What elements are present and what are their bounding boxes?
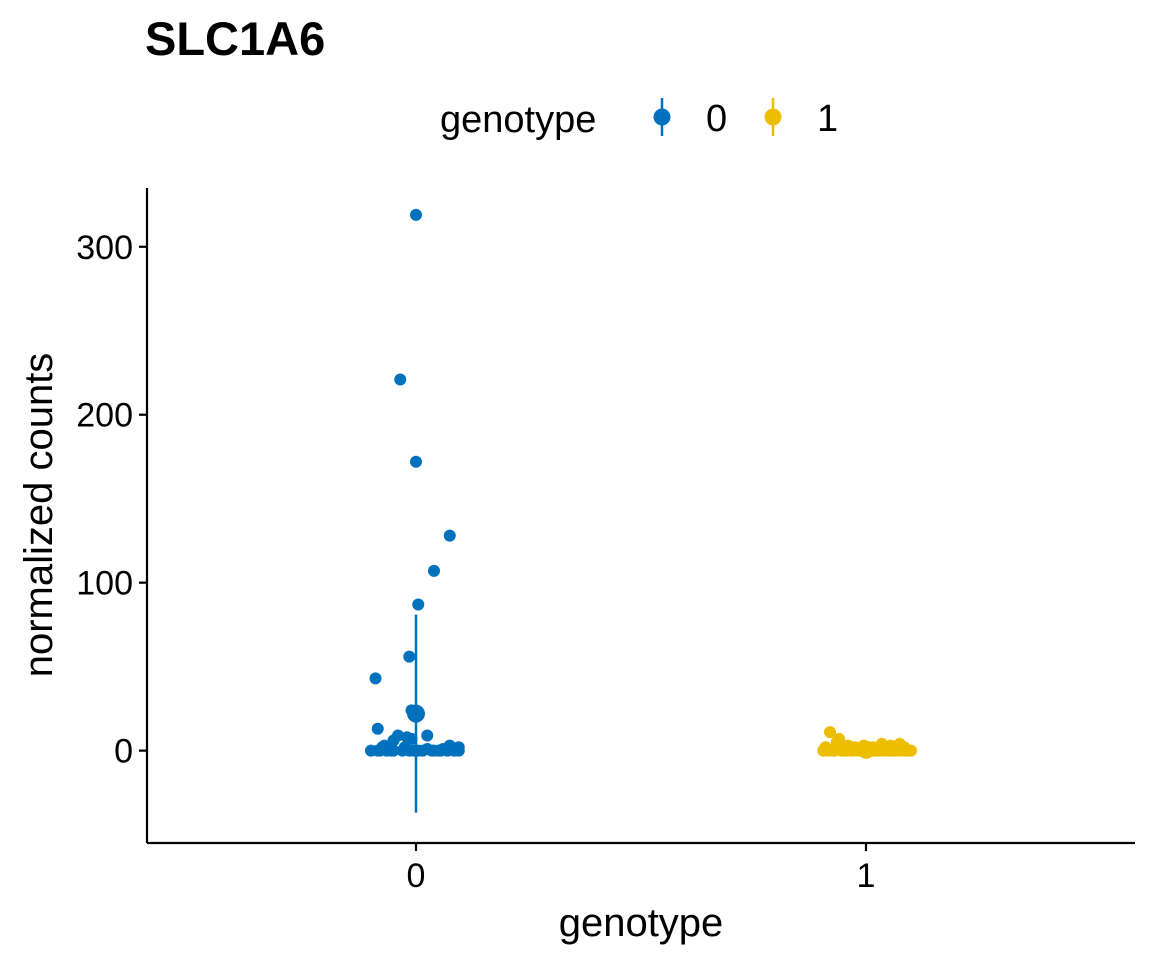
legend-key-dot bbox=[764, 108, 782, 126]
data-point bbox=[410, 455, 422, 468]
legend-key-dot bbox=[653, 108, 671, 126]
legend-title: genotype bbox=[440, 99, 596, 141]
data-point bbox=[824, 726, 836, 739]
legend-label: 1 bbox=[817, 98, 838, 140]
y-tick-label: 100 bbox=[76, 565, 133, 603]
mean-point bbox=[407, 704, 425, 723]
data-point bbox=[452, 744, 465, 757]
y-axis: 0 100 200 300 bbox=[76, 188, 149, 843]
legend-label: 0 bbox=[706, 98, 727, 140]
data-point bbox=[387, 744, 400, 757]
y-tick-label: 0 bbox=[114, 733, 133, 771]
data-point bbox=[394, 373, 407, 386]
data-point bbox=[416, 744, 429, 757]
data-point bbox=[412, 598, 425, 611]
y-tick-label: 300 bbox=[76, 229, 133, 267]
data-point bbox=[387, 734, 400, 747]
y-axis-label: normalized counts bbox=[17, 353, 61, 678]
legend-entry: 1 bbox=[764, 98, 838, 140]
data-point bbox=[421, 729, 434, 742]
data-point bbox=[410, 208, 422, 221]
y-tick-label: 200 bbox=[76, 397, 133, 435]
legend-entry: 0 bbox=[653, 98, 727, 140]
x-tick-label: 1 bbox=[857, 857, 876, 895]
chart-title: SLC1A6 bbox=[145, 12, 325, 65]
data-point bbox=[369, 672, 382, 685]
x-tick-label: 0 bbox=[407, 857, 426, 895]
data-point bbox=[428, 564, 440, 577]
data-point bbox=[371, 722, 384, 735]
series-1 bbox=[817, 726, 917, 759]
data-point bbox=[403, 650, 416, 663]
data-point bbox=[443, 529, 456, 542]
series-0 bbox=[365, 208, 465, 813]
mean-point bbox=[857, 740, 875, 759]
data-point bbox=[905, 744, 917, 757]
data-point bbox=[405, 732, 418, 745]
x-axis-label: genotype bbox=[559, 901, 724, 945]
data-marks bbox=[365, 208, 917, 813]
